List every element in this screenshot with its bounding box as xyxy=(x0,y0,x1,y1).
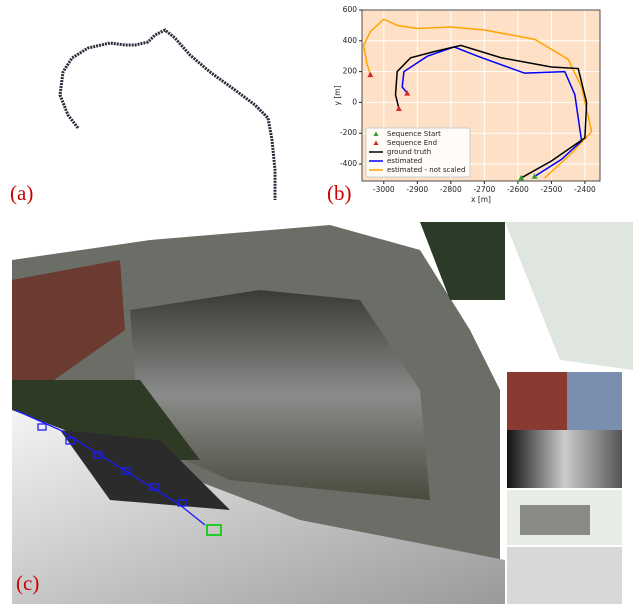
panel-label: (c) xyxy=(16,571,39,595)
y-tick-label: -200 xyxy=(340,128,357,137)
point-cloud-path xyxy=(60,30,275,200)
y-axis-label: y [m] xyxy=(333,85,342,105)
inset-cloud-gray xyxy=(507,547,622,604)
scene xyxy=(12,222,633,604)
inset-depth xyxy=(507,430,622,488)
legend-label: estimated xyxy=(387,157,422,165)
y-tick-label: 400 xyxy=(343,36,358,45)
x-tick-label: -2600 xyxy=(507,185,529,194)
y-tick-label: 200 xyxy=(343,67,358,76)
x-tick-label: -2500 xyxy=(540,185,562,194)
legend-label: Sequence End xyxy=(387,139,437,147)
panel-label: (b) xyxy=(327,181,352,205)
panel-label: (a) xyxy=(10,181,33,205)
x-tick-label: -3000 xyxy=(373,185,395,194)
legend-label: ground truth xyxy=(387,148,431,156)
page: (a) (b) (c) -3000 -2900 -2800 -2700 -2600 -25… xyxy=(0,0,633,604)
y-tick-label: -400 xyxy=(340,159,357,168)
y-tick-label: 600 xyxy=(343,5,358,14)
figure: (a) (b) (c) -3000 -2900 -2800 -2700 -2600 -25… xyxy=(0,0,633,604)
x-tick-label: -2800 xyxy=(440,185,462,194)
x-tick-label: -2400 xyxy=(574,185,596,194)
x-axis-label: x [m] xyxy=(471,195,491,204)
x-tick-label: -2900 xyxy=(406,185,428,194)
legend-label: Sequence Start xyxy=(387,130,441,138)
x-tick-label: -2700 xyxy=(473,185,495,194)
y-tick-label: 0 xyxy=(352,97,357,106)
legend-label: estimated - not scaled xyxy=(387,166,465,174)
